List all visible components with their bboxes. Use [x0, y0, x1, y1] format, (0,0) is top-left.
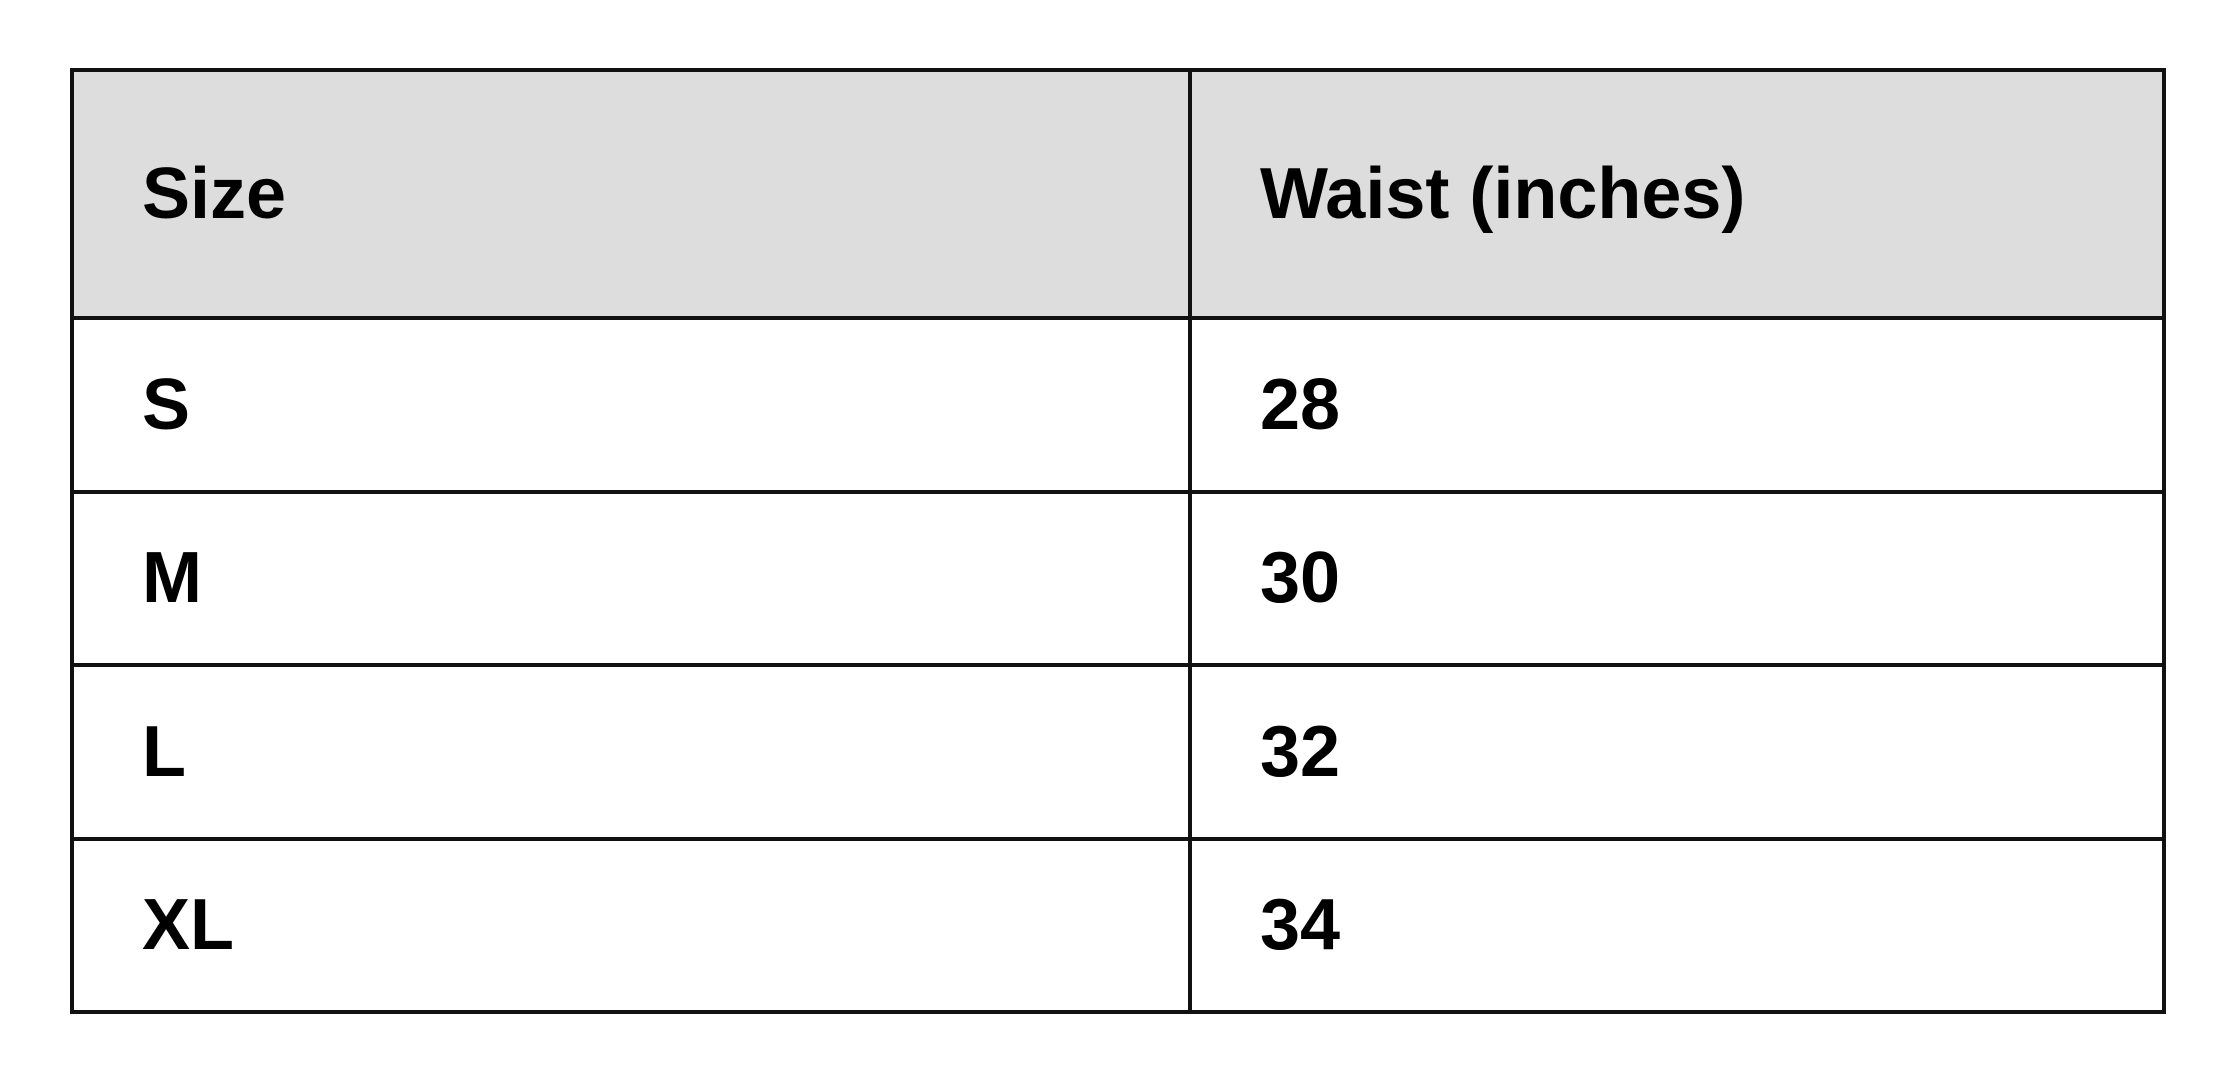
- table-row: S 28: [70, 316, 2166, 494]
- table-header-row: Size Waist (inches): [70, 68, 2166, 320]
- cell-waist: 32: [1188, 663, 2166, 841]
- cell-waist: 34: [1188, 836, 2166, 1014]
- header-size: Size: [70, 68, 1192, 320]
- cell-size: M: [70, 489, 1192, 667]
- cell-waist: 30: [1188, 489, 2166, 667]
- table-row: L 32: [70, 663, 2166, 841]
- cell-size: S: [70, 316, 1192, 494]
- cell-size: XL: [70, 836, 1192, 1014]
- size-chart-table: Size Waist (inches) S 28 M 30 L 32 XL 34: [70, 68, 2166, 1014]
- cell-waist: 28: [1188, 316, 2166, 494]
- cell-size: L: [70, 663, 1192, 841]
- table-row: M 30: [70, 489, 2166, 667]
- table-row: XL 34: [70, 836, 2166, 1014]
- header-waist: Waist (inches): [1188, 68, 2166, 320]
